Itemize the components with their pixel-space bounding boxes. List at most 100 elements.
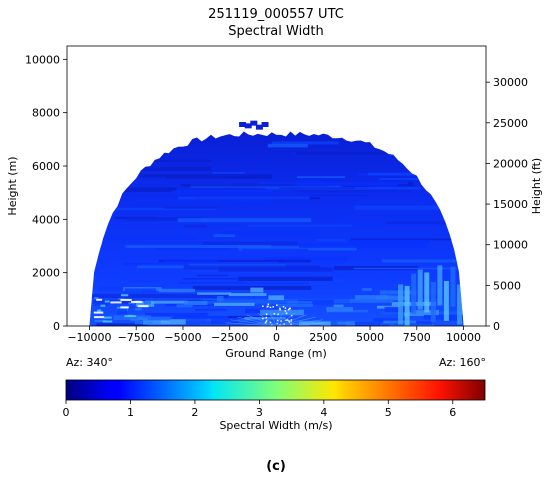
echo-ray bbox=[276, 319, 323, 326]
echo-speckle bbox=[96, 298, 103, 301]
echo-band bbox=[125, 245, 272, 249]
echo-speckle bbox=[128, 302, 136, 305]
echo-band bbox=[197, 274, 228, 277]
echo-speckle bbox=[93, 311, 104, 314]
echo-band bbox=[222, 230, 319, 235]
echo-band bbox=[96, 323, 149, 326]
near-radar-clutter bbox=[264, 322, 267, 324]
echo-band-low bbox=[354, 295, 389, 301]
near-radar-clutter bbox=[289, 307, 291, 310]
near-radar-clutter bbox=[276, 304, 278, 307]
echo-band bbox=[182, 278, 332, 280]
y-right-tick-label: 30000 bbox=[493, 76, 528, 89]
x-axis-label: Ground Range (m) bbox=[225, 347, 327, 360]
echo-band bbox=[108, 207, 217, 211]
azimuth-left-label: Az: 340° bbox=[66, 356, 113, 369]
near-radar-clutter bbox=[284, 307, 287, 309]
echo-band-low bbox=[297, 299, 334, 305]
y-right-tick-label: 25000 bbox=[493, 117, 528, 130]
echo-band-low bbox=[376, 295, 410, 301]
echo-column bbox=[411, 273, 417, 314]
colorbar-ticks: 0 1 2 3 4 5 6 bbox=[63, 400, 456, 419]
echo-band-low bbox=[211, 318, 238, 325]
echo-band bbox=[245, 279, 346, 283]
near-radar-clutter bbox=[279, 309, 281, 311]
echo-speckle bbox=[94, 297, 99, 300]
near-radar-clutter bbox=[288, 320, 290, 322]
colorbar-tick-label: 3 bbox=[256, 406, 263, 419]
y-right-tick-label: 10000 bbox=[493, 239, 528, 252]
echo-band-low bbox=[373, 318, 409, 322]
y-right-tick-label: 20000 bbox=[493, 157, 528, 170]
chart-title: 251119_000557 UTC bbox=[208, 7, 344, 22]
y-tick-label: 4000 bbox=[32, 213, 60, 226]
near-radar-clutter bbox=[286, 319, 289, 321]
echo-band-low bbox=[197, 292, 232, 295]
echo-band bbox=[385, 221, 464, 225]
echo-band-low bbox=[176, 304, 193, 308]
echo-band-low bbox=[183, 301, 208, 306]
echo-band bbox=[123, 135, 210, 139]
near-radar-clutter bbox=[265, 316, 268, 319]
x-tick-label: 7500 bbox=[403, 331, 431, 344]
echo-band bbox=[247, 224, 353, 227]
echo-band bbox=[156, 248, 231, 251]
echo-band bbox=[90, 237, 198, 240]
echo-band bbox=[278, 259, 311, 263]
echo-band bbox=[348, 239, 430, 244]
near-radar-clutter bbox=[276, 322, 279, 325]
echo-ray bbox=[246, 314, 277, 326]
echo-band bbox=[178, 281, 309, 284]
echo-speckle bbox=[131, 300, 143, 303]
echo-band-low bbox=[349, 298, 393, 303]
echo-column bbox=[443, 280, 449, 321]
echo-band bbox=[296, 176, 346, 179]
y-axis-right: 0 5000 10000 15000 20000 25000 30000 bbox=[486, 76, 528, 333]
echo-band bbox=[126, 217, 202, 221]
x-tick-label: −7500 bbox=[118, 331, 155, 344]
echo-speckle bbox=[102, 320, 113, 323]
y-axis-left: 0 2000 4000 6000 8000 10000 bbox=[25, 53, 67, 333]
echo-band-low bbox=[94, 302, 110, 306]
x-axis: −10000 −7500 −5000 −2500 0 2500 5000 7500 10000 bbox=[67, 326, 481, 344]
floating-echo-cell bbox=[250, 120, 258, 126]
echo-ray bbox=[230, 319, 277, 326]
echo-band-low bbox=[250, 287, 264, 293]
echo-band bbox=[123, 262, 190, 266]
echo-band bbox=[90, 293, 229, 298]
echo-band-low bbox=[286, 301, 313, 304]
echo-band bbox=[212, 171, 245, 174]
echo-ray bbox=[276, 312, 284, 326]
colorbar-label: Spectral Width (m/s) bbox=[219, 419, 332, 432]
echo-band bbox=[165, 303, 252, 307]
figure-caption: (c) bbox=[266, 459, 286, 474]
x-tick-label: 10000 bbox=[446, 331, 481, 344]
y-tick-label: 0 bbox=[53, 320, 60, 333]
echo-band bbox=[172, 190, 275, 194]
echo-band bbox=[163, 259, 218, 263]
echo-speckle bbox=[104, 300, 110, 303]
echo-band bbox=[271, 141, 339, 145]
echo-band-low bbox=[129, 317, 171, 321]
echo-field bbox=[89, 131, 464, 326]
echo-band bbox=[354, 205, 464, 210]
near-radar-clutter bbox=[285, 312, 288, 315]
echo-band-low bbox=[337, 321, 351, 325]
colorbar-tick-label: 0 bbox=[63, 406, 70, 419]
echo-band bbox=[177, 218, 312, 223]
near-radar-clutter bbox=[265, 320, 268, 322]
echo-speckle bbox=[137, 318, 148, 321]
colorbar-tick-label: 4 bbox=[320, 406, 327, 419]
echo-speckle bbox=[110, 301, 122, 304]
echo-band bbox=[350, 238, 453, 241]
echo-band-low bbox=[333, 304, 344, 308]
echo-band-low bbox=[229, 293, 267, 296]
echo-band bbox=[264, 256, 347, 262]
echo-band-low bbox=[216, 295, 224, 302]
echo-band bbox=[140, 174, 272, 178]
near-radar-clutter bbox=[288, 321, 291, 323]
echo-ray bbox=[225, 322, 277, 326]
echo-band-low bbox=[444, 315, 464, 321]
echo-column bbox=[417, 269, 423, 310]
near-radar-clutter bbox=[265, 313, 268, 315]
